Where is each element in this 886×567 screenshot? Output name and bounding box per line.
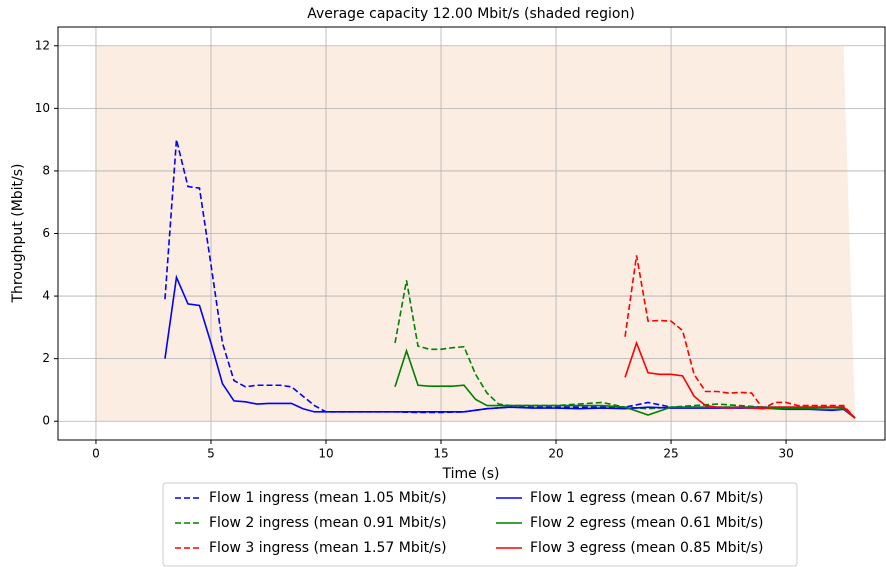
y-tick-label: 2	[42, 351, 50, 365]
legend-label: Flow 3 ingress (mean 1.57 Mbit/s)	[209, 540, 447, 556]
x-tick-label: 10	[318, 447, 333, 461]
legend-label: Flow 1 ingress (mean 1.05 Mbit/s)	[209, 490, 447, 506]
y-tick-label: 8	[42, 163, 50, 177]
chart-title: Average capacity 12.00 Mbit/s (shaded re…	[307, 6, 635, 22]
legend-label: Flow 3 egress (mean 0.85 Mbit/s)	[530, 540, 763, 556]
x-axis-label: Time (s)	[442, 466, 500, 482]
y-tick-label: 12	[35, 38, 50, 52]
y-tick-label: 0	[42, 414, 50, 428]
y-tick-label: 4	[42, 289, 50, 303]
x-tick-label: 0	[92, 447, 100, 461]
x-tick-label: 25	[663, 447, 678, 461]
legend-box	[162, 482, 798, 567]
y-tick-label: 10	[35, 101, 50, 115]
x-tick-label: 5	[207, 447, 215, 461]
x-tick-label: 30	[778, 447, 793, 461]
line	[624, 255, 856, 419]
plot-frame	[57, 26, 886, 441]
legend-label: Flow 2 egress (mean 0.61 Mbit/s)	[530, 515, 763, 531]
legend-label: Flow 1 egress (mean 0.67 Mbit/s)	[530, 490, 763, 506]
y-axis-label: Throughput (Mbit/s)	[10, 163, 26, 303]
line	[624, 340, 856, 419]
x-tick-label: 20	[548, 447, 563, 461]
x-tick-label: 15	[433, 447, 448, 461]
legend-label: Flow 2 ingress (mean 0.91 Mbit/s)	[209, 515, 447, 531]
line	[394, 348, 856, 419]
y-tick-label: 6	[42, 226, 50, 240]
